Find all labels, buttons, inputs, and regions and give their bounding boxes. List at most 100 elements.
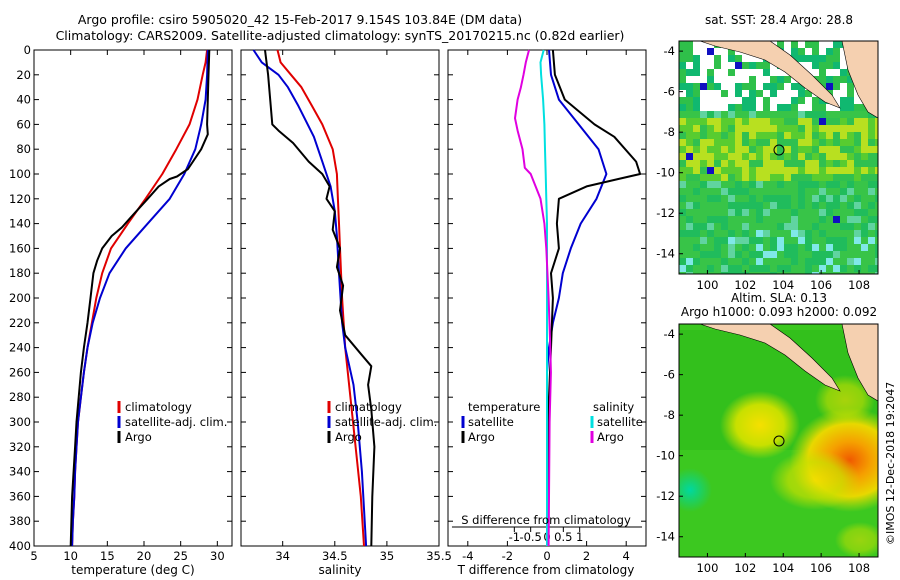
- sst-cell: [784, 181, 791, 188]
- sst-cell: [847, 139, 854, 146]
- sst-cell: [833, 209, 840, 216]
- legend-argo-sal: Argo: [335, 430, 362, 444]
- sst-cell: [875, 195, 878, 202]
- sst-cell: [721, 195, 728, 202]
- sst-cell: [756, 167, 763, 174]
- sst-cell: [805, 244, 812, 251]
- sst-cell: [847, 132, 854, 139]
- sst-cell: [798, 272, 805, 274]
- sst-cell: [749, 76, 756, 83]
- sst-cell: [679, 265, 686, 272]
- sst-cell: [791, 97, 798, 104]
- sst-cell: [847, 272, 854, 274]
- sst-cell: [763, 244, 770, 251]
- sst-cell: [693, 195, 700, 202]
- sst-cell: [791, 125, 798, 132]
- sst-cell: [735, 202, 742, 209]
- sst-cell: [693, 188, 700, 195]
- sst-cell: [826, 62, 833, 69]
- sst-cell: [756, 139, 763, 146]
- sst-cell: [812, 202, 819, 209]
- sst-cell: [679, 244, 686, 251]
- sst-cell: [707, 216, 714, 223]
- sst-cell: [700, 160, 707, 167]
- sst-cell: [777, 174, 784, 181]
- legend-climatology: climatology: [125, 400, 192, 414]
- sla-lon-label: 106: [810, 561, 832, 575]
- sst-cell: [756, 62, 763, 69]
- sst-cell: [770, 146, 777, 153]
- sst-cell: [707, 146, 714, 153]
- sst-cell: [798, 139, 805, 146]
- sst-cell: [840, 174, 847, 181]
- sst-cell: [686, 174, 693, 181]
- sst-cell: [693, 265, 700, 272]
- sst-cell: [833, 62, 840, 69]
- sst-cell: [714, 272, 721, 274]
- sst-cell: [784, 202, 791, 209]
- sst-cell: [693, 181, 700, 188]
- sst-cell: [826, 160, 833, 167]
- sst-cell: [784, 167, 791, 174]
- sst-cell: [735, 237, 742, 244]
- sst-cell: [763, 258, 770, 265]
- sst-cell: [693, 132, 700, 139]
- sst-cell: [770, 83, 777, 90]
- sst-cell: [756, 188, 763, 195]
- sst-cell: [805, 132, 812, 139]
- sst-cell: [868, 181, 875, 188]
- sst-cell: [707, 118, 714, 125]
- temp-xtick-label: 15: [100, 549, 115, 563]
- sst-cell: [728, 251, 735, 258]
- sst-cell: [812, 244, 819, 251]
- sst-cell: [714, 125, 721, 132]
- sst-cell: [840, 111, 847, 118]
- sst-cell: [812, 265, 819, 272]
- sst-cell: [805, 90, 812, 97]
- sst-cell: [707, 125, 714, 132]
- sst-cell: [707, 237, 714, 244]
- sst-cell: [798, 83, 805, 90]
- legend-climatology-sal: climatology: [335, 400, 402, 414]
- sst-cell: [812, 153, 819, 160]
- sst-cell: [868, 125, 875, 132]
- sst-cell: [812, 125, 819, 132]
- sst-cell: [784, 111, 791, 118]
- depth-tick-label: 160: [9, 241, 31, 255]
- sst-cell: [847, 104, 854, 111]
- sst-cell: [735, 251, 742, 258]
- sst-cell: [826, 188, 833, 195]
- sst-cell: [686, 83, 693, 90]
- sst-cell: [679, 69, 686, 76]
- sst-cell: [693, 167, 700, 174]
- sst-cell: [826, 48, 833, 55]
- sst-cell: [693, 209, 700, 216]
- sst-cell: [819, 195, 826, 202]
- sst-cell: [805, 202, 812, 209]
- sla-lat-label: -10: [656, 449, 675, 463]
- sst-cell: [735, 272, 742, 274]
- sst-cell: [686, 41, 693, 48]
- sst-cell: [770, 167, 777, 174]
- sst-cell: [847, 230, 854, 237]
- title-line2: Climatology: CARS2009. Satellite-adjuste…: [56, 28, 625, 43]
- sst-cell: [735, 167, 742, 174]
- sla-lat-label: -4: [664, 327, 675, 341]
- sst-cell: [791, 118, 798, 125]
- sst-cell: [770, 125, 777, 132]
- sst-cell: [770, 223, 777, 230]
- sst-cell: [735, 62, 742, 69]
- sst-cell: [728, 209, 735, 216]
- sst-cell: [742, 97, 749, 104]
- sst-cell: [798, 230, 805, 237]
- sst-lat-label: -14: [656, 247, 675, 261]
- sst-cell: [826, 258, 833, 265]
- sst-cell: [819, 167, 826, 174]
- depth-tick-label: 200: [9, 291, 31, 305]
- sst-cell: [693, 83, 700, 90]
- sla-land-java: [841, 324, 878, 402]
- sst-cell: [686, 188, 693, 195]
- s-difference-tick-label: -0.5: [519, 530, 541, 544]
- sst-cell: [847, 188, 854, 195]
- sst-cell: [791, 160, 798, 167]
